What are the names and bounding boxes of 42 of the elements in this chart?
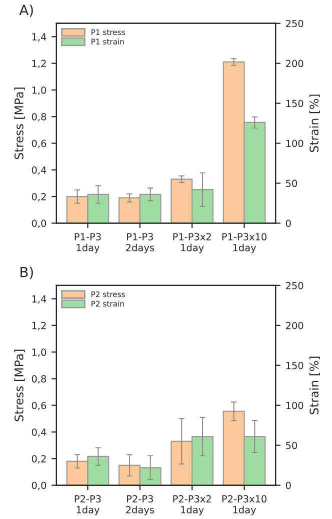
y-tick-label: 1,2	[32, 322, 46, 330]
x-tick-label: P1-P3x2 1day	[173, 233, 211, 254]
y-tick-label: 0,6	[32, 402, 46, 410]
y-tick-label: 1,0	[32, 86, 46, 95]
y2-axis-title: Strain [%]	[309, 94, 320, 152]
y-tick-label: 0,0	[32, 482, 46, 490]
y-tick-label: 1,4	[32, 295, 46, 304]
y2-tick-label: 50	[286, 180, 298, 188]
y2-tick-label: 100	[286, 402, 304, 410]
y2-tick-label: 0	[286, 220, 291, 227]
y-tick-label: 0,6	[32, 140, 46, 148]
y-tick-label: 0,8	[32, 113, 46, 122]
y2-tick-label: 150	[286, 362, 304, 370]
x-tick-label: P1-P3x10 1day	[222, 233, 266, 254]
x-tick-label: P2-P3x2 1day	[173, 495, 211, 516]
y2-tick-label: 150	[286, 100, 304, 108]
y2-tick-label: 100	[286, 140, 304, 148]
y-tick-label: 1,0	[32, 348, 46, 357]
y-tick-label: 0,4	[32, 428, 46, 437]
x-tick-label: P2-P3x10 1day	[222, 495, 266, 516]
y-tick-label: 0,8	[32, 375, 46, 384]
y2-tick-label: 250	[286, 282, 304, 290]
y-tick-label: 1,4	[32, 33, 46, 42]
x-tick-label: P1-P3 2days	[126, 233, 154, 254]
y-axis-title: Stress [MPa]	[14, 350, 25, 422]
y2-tick-label: 250	[286, 20, 304, 28]
chart-title: A)	[19, 4, 33, 17]
y-tick-label: 0,4	[32, 166, 46, 175]
x-tick-label: P2-P3 1day	[74, 495, 101, 516]
chart-title: B)	[20, 266, 33, 279]
y2-tick-label: 200	[286, 60, 304, 68]
x-tick-label: P1-P3 1day	[74, 233, 101, 254]
y2-tick-label: 0	[286, 482, 291, 490]
y2-tick-label: 50	[286, 442, 298, 450]
x-tick-label: P2-P3 2days	[126, 495, 154, 516]
y2-tick-label: 200	[286, 322, 304, 330]
y2-axis-title: Strain [%]	[309, 356, 320, 414]
y-tick-label: 1,2	[32, 60, 46, 68]
y-tick-label: 0,0	[32, 220, 46, 228]
y-tick-label: 0,2	[32, 193, 46, 202]
y-axis-title: Stress [MPa]	[14, 88, 25, 160]
y-tick-label: 0,2	[32, 455, 46, 464]
